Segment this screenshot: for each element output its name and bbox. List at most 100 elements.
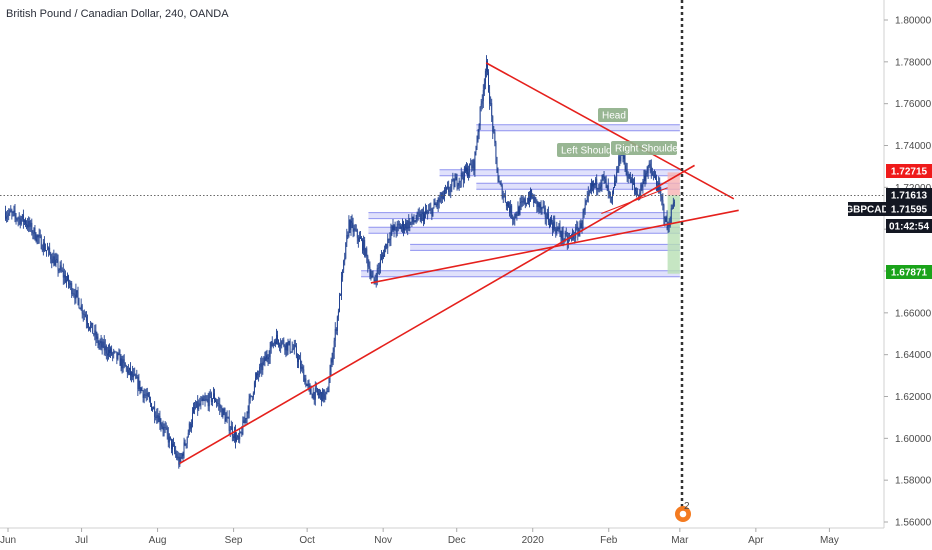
neckline[interactable]	[601, 187, 668, 214]
candle-body	[151, 403, 152, 411]
candle-body	[647, 166, 649, 174]
candle-body	[458, 180, 460, 186]
candle-body	[175, 451, 177, 455]
take-profit-zone[interactable]	[667, 195, 680, 274]
candle-body	[351, 220, 353, 223]
candle-body	[150, 399, 151, 404]
candle-body	[352, 222, 354, 232]
candle-body	[230, 426, 232, 430]
candle-body	[398, 224, 400, 226]
event-badge-count: 2	[684, 501, 690, 512]
candle-body	[582, 212, 584, 224]
candle-body	[435, 204, 437, 205]
candle-body	[618, 156, 620, 169]
candle-body	[303, 369, 305, 382]
candle-body	[182, 454, 184, 456]
candle-body	[255, 377, 256, 383]
candle-body	[483, 83, 485, 90]
trendline[interactable]	[179, 164, 695, 465]
candle-body	[88, 324, 89, 328]
candle-body	[135, 374, 137, 379]
sr-zone[interactable]	[439, 169, 680, 176]
candle-body	[161, 425, 163, 428]
candle-body	[437, 198, 439, 206]
sr-zone[interactable]	[476, 124, 680, 131]
candle-body	[47, 249, 48, 251]
candle-body	[37, 235, 39, 238]
sr-zone[interactable]	[368, 227, 680, 234]
candle-body	[377, 268, 379, 269]
candle-body	[209, 393, 211, 394]
stop-loss-zone[interactable]	[667, 172, 680, 196]
y-tick-label: 1.66000	[895, 308, 932, 319]
candle-body	[366, 248, 368, 257]
candle-body	[70, 283, 72, 285]
trendline[interactable]	[370, 209, 739, 284]
candle-body	[180, 457, 182, 458]
candle-body	[217, 403, 219, 404]
candle-body	[207, 399, 209, 407]
candle-body	[288, 341, 290, 344]
candle-body	[273, 341, 275, 344]
candle-body	[552, 222, 554, 230]
candle-body	[493, 131, 495, 133]
candle-body	[136, 376, 138, 379]
candle-body	[447, 186, 449, 188]
candle-body	[241, 432, 243, 435]
candle-body	[498, 180, 500, 183]
candle-body	[227, 417, 229, 418]
candle-body	[16, 218, 18, 220]
price-tag-text: 1.67871	[891, 268, 928, 279]
candle-body	[291, 348, 293, 352]
sr-zone[interactable]	[361, 270, 680, 277]
candle-body	[76, 290, 78, 293]
candle-body	[534, 197, 536, 204]
candle-body	[146, 393, 148, 396]
candle-body	[81, 305, 83, 314]
candle-body	[502, 195, 504, 198]
overlays-layer: 2	[0, 0, 884, 522]
candle-body	[91, 322, 93, 326]
candle-body	[577, 227, 579, 236]
candle-body	[439, 198, 441, 202]
candle-body	[641, 184, 643, 188]
price-tag	[886, 265, 932, 279]
candle-body	[623, 155, 625, 160]
sr-zone[interactable]	[410, 244, 680, 251]
candle-body	[554, 221, 556, 229]
candle-body	[312, 392, 314, 399]
time-axis[interactable]: Jun Jul Aug Sep Oct Nov Dec 2020 Feb Mar Apr May	[0, 527, 884, 546]
candle-body	[539, 204, 541, 208]
y-tick-label: 1.56000	[895, 518, 932, 529]
candle-body	[521, 201, 523, 203]
candle-body	[633, 183, 634, 184]
sr-zone[interactable]	[476, 183, 680, 190]
candle-body	[631, 178, 633, 184]
zones-layer	[361, 124, 680, 278]
candle-body	[669, 223, 671, 227]
trendline[interactable]	[485, 62, 735, 200]
position-tool[interactable]	[667, 172, 680, 274]
candle-body	[410, 221, 412, 223]
candle-body	[426, 210, 428, 213]
candle-body	[538, 202, 540, 208]
candle-body	[139, 380, 141, 391]
candle-body	[36, 235, 38, 241]
candle-body	[34, 227, 36, 240]
candle-body	[415, 220, 417, 222]
candle-body	[282, 340, 284, 342]
candle-body	[535, 197, 537, 200]
candle-body	[589, 189, 591, 191]
candle-body	[332, 351, 334, 363]
sr-zone[interactable]	[368, 212, 680, 219]
candle-body	[231, 426, 233, 436]
candle-body	[383, 255, 384, 257]
candle-body	[406, 222, 408, 230]
candle-body	[431, 208, 433, 216]
candle-body	[333, 340, 335, 352]
candle-body	[68, 276, 69, 284]
trendlines-layer[interactable]	[179, 62, 739, 465]
price-tag-text: 1.72715	[891, 167, 928, 178]
